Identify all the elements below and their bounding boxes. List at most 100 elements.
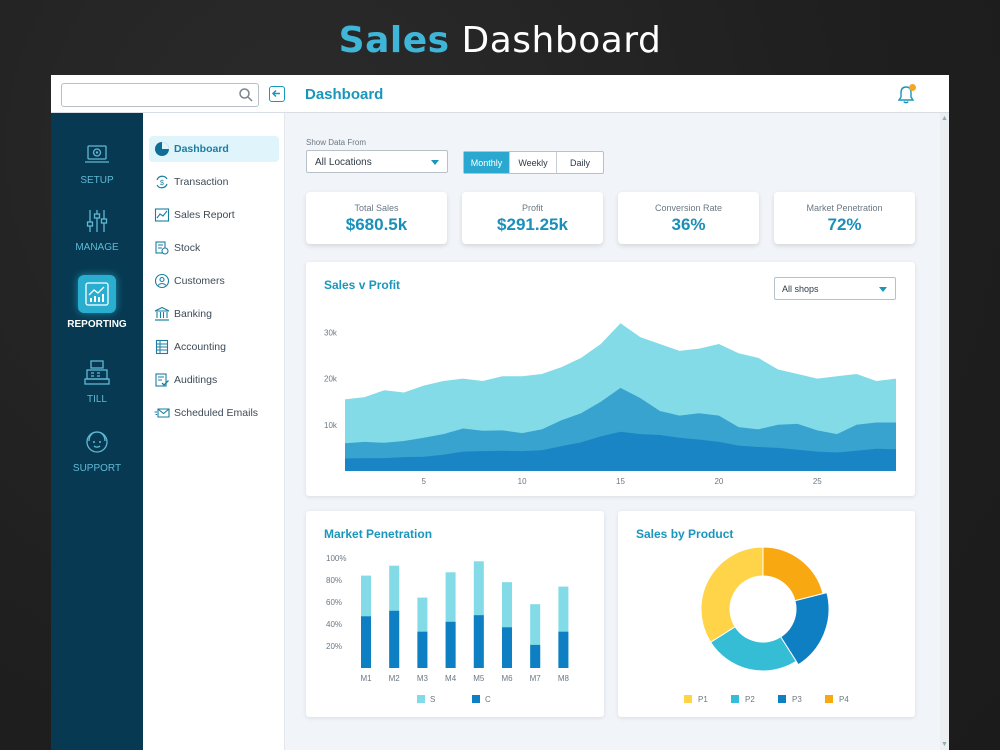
legend-label: P3 [792,695,802,704]
kpi-card-total-sales: Total Sales $680.5k [306,192,447,244]
legend-swatch [684,695,692,703]
x-tick-label: 15 [616,477,625,486]
x-tick-label: 10 [518,477,527,486]
scrollbar[interactable]: ▲ ▼ [940,113,949,750]
bar-c [502,627,512,668]
x-tick-label: 20 [714,477,723,486]
kpi-card-conversion-rate: Conversion Rate 36% [618,192,759,244]
audit-icon [155,373,169,387]
x-tick-label: 25 [813,477,822,486]
rail-item-label: SETUP [80,175,114,186]
headline-accent: Sales [338,20,450,61]
scroll-down-icon[interactable]: ▼ [941,741,948,748]
cash-register-icon [84,360,110,385]
menu-item-label: Customers [174,275,225,287]
sales-profit-chart: 10k 20k 30k 5 10 15 20 25 [324,323,896,486]
menu-item-banking[interactable]: Banking [149,301,279,327]
legend-swatch [417,695,425,703]
menu-item-dashboard[interactable]: Dashboard [149,136,279,162]
sliders-icon [86,210,108,232]
main-content: Show Data From All Locations Monthly Wee… [285,113,941,750]
menu-item-label: Sales Report [174,209,235,221]
legend-label: S [430,695,435,704]
x-tick-label: M6 [501,674,513,683]
legend-label: P4 [839,695,849,704]
collapse-sidebar-button[interactable] [269,86,285,102]
rail-item-support[interactable]: SUPPORT [51,427,143,474]
y-tick-label: 40% [326,620,342,629]
location-value: All Locations [315,157,372,168]
menu-item-sales-report[interactable]: Sales Report [149,202,279,228]
arrow-left-icon [271,89,280,98]
module-rail: SETUP MANAGE REPORTING TILL SUPPORT [51,113,143,750]
headset-icon [86,431,108,453]
x-tick-label: M5 [473,674,485,683]
period-toggle: Monthly Weekly Daily [463,151,604,174]
menu-item-customers[interactable]: Customers [149,268,279,294]
menu-item-label: Dashboard [174,143,229,155]
y-tick-label: 60% [326,598,342,607]
legend-swatch [472,695,480,703]
base-area [345,431,896,471]
kpi-value: $680.5k [345,215,408,234]
legend-label: C [485,695,491,704]
kpi-card-market-penetration: Market Penetration 72% [774,192,915,244]
svg-text:$: $ [160,180,164,187]
x-tick-label: M8 [558,674,570,683]
y-tick-label: 20k [324,375,338,384]
legend-swatch [731,695,739,703]
bar-s [502,582,512,668]
rail-item-reporting[interactable]: REPORTING [51,275,143,330]
period-weekly[interactable]: Weekly [510,152,557,173]
menu-item-scheduled-emails[interactable]: Scheduled Emails [149,400,279,426]
kpi-label: Profit [521,203,543,213]
reporting-menu: Dashboard $ Transaction Sales Report Sto… [143,113,285,750]
rail-item-label: MANAGE [75,242,119,253]
bar-c [417,631,428,668]
search-box[interactable] [61,83,259,107]
menu-item-accounting[interactable]: Accounting [149,334,279,360]
menu-item-stock[interactable]: Stock [149,235,279,261]
location-select[interactable]: All Locations [306,150,448,173]
rail-item-setup[interactable]: SETUP [51,139,143,186]
y-tick-label: 100% [326,554,346,563]
shop-select[interactable]: All shops [774,277,896,300]
show-data-label: Show Data From [306,138,367,147]
headline: Sales Dashboard [0,20,1000,61]
bar-s [558,586,569,668]
menu-item-label: Accounting [174,341,226,353]
sales-by-product-card: Sales by Product P1 P2 P3 P4 [618,511,915,717]
x-tick-label: M4 [445,674,457,683]
card-title: Sales v Profit [324,278,401,292]
app-window: Dashboard SETUP MANAGE REPORTING TILL SU… [51,75,949,750]
sales-profit-card: Sales v Profit All shops 10k 20k 30k 5 10 15 2… [306,262,915,496]
x-tick-label: M7 [530,674,542,683]
menu-item-label: Stock [174,242,201,254]
scroll-up-icon[interactable]: ▲ [941,115,948,122]
sales-by-product-chart: P1 P2 P3 P4 [684,546,849,704]
bar-s [530,604,541,668]
x-tick-label: M2 [389,674,401,683]
bar-c [361,616,371,668]
period-monthly[interactable]: Monthly [464,152,510,173]
report-chart-icon [85,282,109,306]
menu-item-label: Transaction [174,176,229,188]
kpi-card-profit: Profit $291.25k [462,192,603,244]
laptop-gear-icon [85,145,109,163]
bar-c [389,610,400,668]
rail-item-manage[interactable]: MANAGE [51,206,143,253]
rail-item-till[interactable]: TILL [51,358,143,405]
search-icon[interactable] [238,87,254,103]
bar-c [530,644,541,668]
search-input[interactable] [62,84,232,106]
chevron-down-icon [879,287,887,292]
menu-item-transaction[interactable]: $ Transaction [149,169,279,195]
menu-item-auditings[interactable]: Auditings [149,367,279,393]
donut-slice [700,546,764,643]
x-tick-label: 5 [421,477,426,486]
bar-c [473,615,484,668]
currency-exchange-icon: $ [156,175,168,189]
period-daily[interactable]: Daily [569,157,590,168]
legend-label: P2 [745,695,755,704]
card-title: Sales by Product [636,527,734,541]
